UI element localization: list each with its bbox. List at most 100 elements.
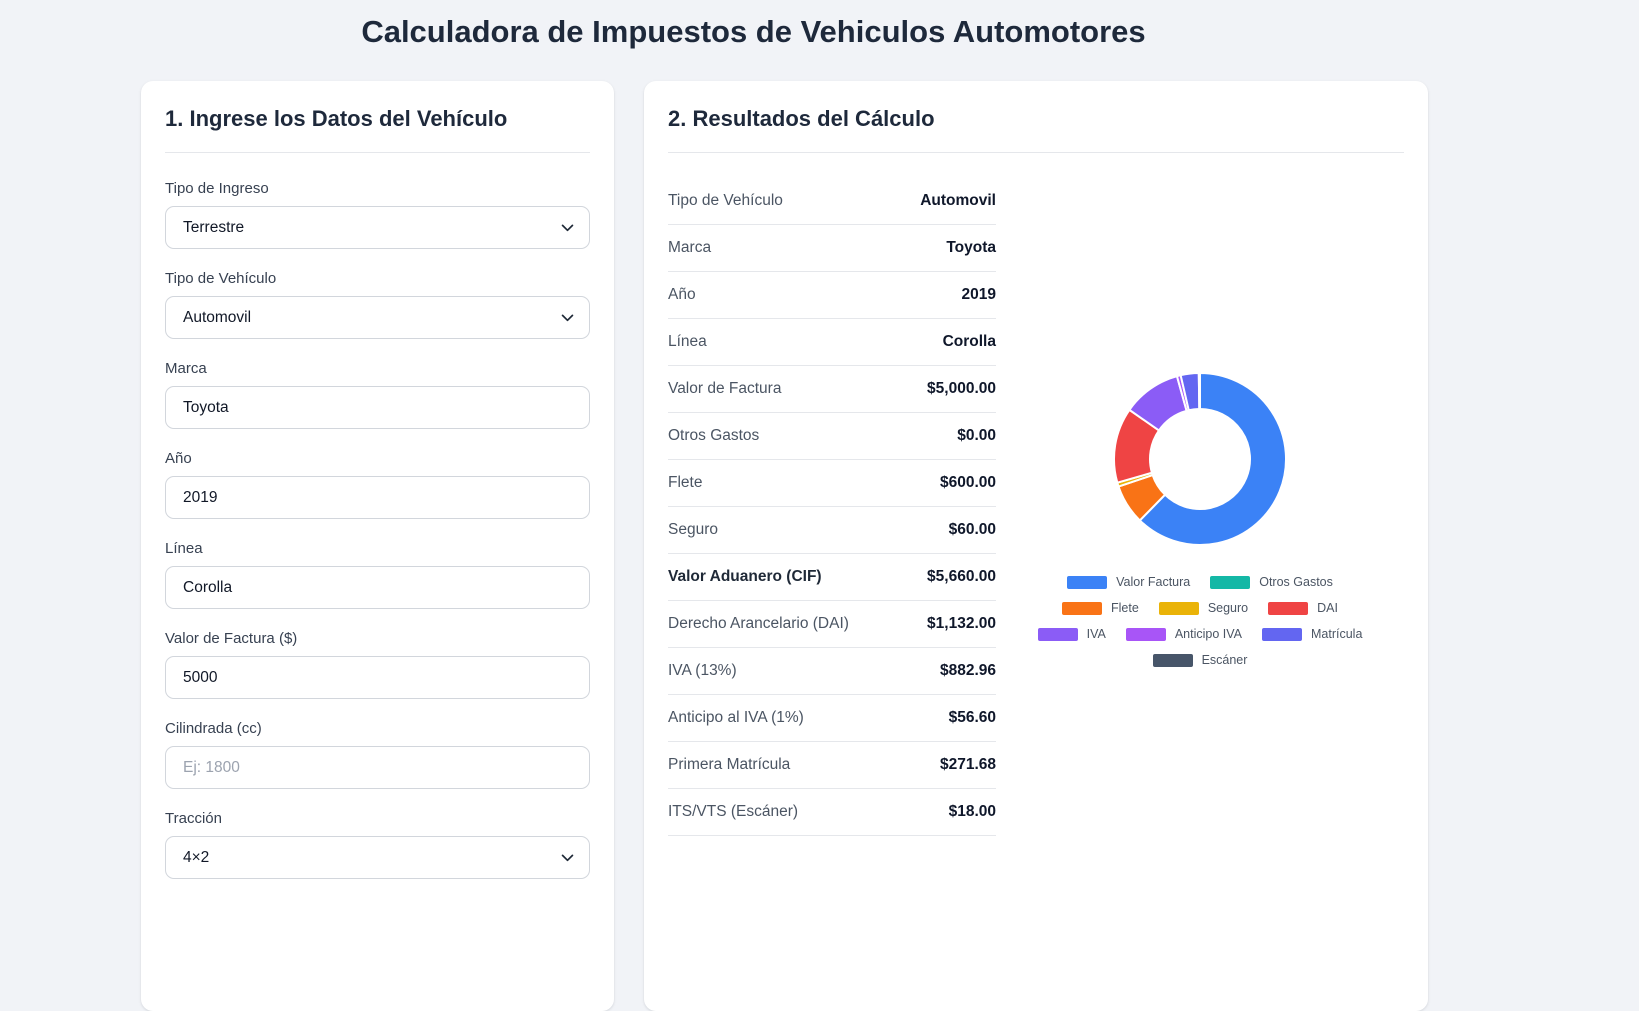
page: Calculadora de Impuestos de Vehiculos Au… — [141, 13, 1428, 1011]
legend-label: Seguro — [1207, 601, 1249, 615]
legend-item-otros-gastos[interactable]: Otros Gastos — [1210, 575, 1333, 590]
result-value: $56.60 — [948, 709, 996, 726]
result-value: Corolla — [942, 333, 996, 350]
results-row-marca: Marca Toyota — [668, 225, 996, 272]
results-row-anticipo-al-iva-1: Anticipo al IVA (1%) $56.60 — [668, 695, 996, 742]
legend-swatch — [1262, 628, 1302, 641]
result-value: $271.68 — [939, 756, 996, 773]
tipo-de-ingreso-select[interactable]: Terrestre — [165, 206, 590, 249]
chart-column: Valor Factura Otros Gastos Flete Seguro DAI I… — [996, 153, 1404, 836]
ano-input[interactable] — [165, 476, 590, 519]
legend-item-escaner[interactable]: Escáner — [1152, 653, 1248, 668]
legend-label: Matrícula — [1311, 627, 1363, 641]
legend-item-matricula[interactable]: Matrícula — [1262, 627, 1362, 642]
field-marca: Marca — [165, 360, 590, 429]
legend-swatch — [1158, 602, 1199, 615]
field-label: Cilindrada (cc) — [165, 720, 262, 737]
calculation-results-card: 2. Resultados del Cálculo Tipo de Vehícu… — [644, 81, 1428, 1011]
result-value: $60.00 — [948, 521, 996, 538]
traccion-select[interactable]: 4×2 — [165, 836, 590, 879]
field-ano: Año — [165, 450, 590, 519]
result-label: Marca — [668, 239, 712, 256]
legend-row: Escáner — [1038, 653, 1363, 668]
vehicle-data-form-card: 1. Ingrese los Datos del Vehículo Tipo d… — [141, 81, 614, 1011]
result-label: Año — [668, 286, 696, 303]
legend-label: Anticipo IVA — [1174, 627, 1242, 641]
results-row-tipo-de-vehiculo: Tipo de Vehículo Automovil — [668, 178, 996, 225]
legend-label: Valor Factura — [1116, 575, 1191, 589]
chevron-down-icon — [561, 224, 574, 232]
field-label: Tracción — [165, 810, 222, 827]
legend-label: IVA — [1086, 627, 1106, 641]
results-row-iva-13: IVA (13%) $882.96 — [668, 648, 996, 695]
result-value: $600.00 — [939, 474, 996, 491]
result-label: Otros Gastos — [668, 427, 760, 444]
result-label: Derecho Arancelario (DAI) — [668, 615, 849, 632]
tipo-de-vehiculo-select[interactable]: Automovil — [165, 296, 590, 339]
select-value: Automovil — [183, 308, 252, 326]
legend-item-valor-factura[interactable]: Valor Factura — [1067, 575, 1190, 590]
results-row-linea: Línea Corolla — [668, 319, 996, 366]
result-label: Primera Matrícula — [668, 756, 791, 773]
field-label: Tipo de Ingreso — [165, 180, 269, 197]
result-value: Automovil — [920, 192, 996, 209]
field-label: Valor de Factura ($) — [165, 630, 298, 647]
results-heading: 2. Resultados del Cálculo — [668, 106, 935, 131]
field-traccion: Tracción 4×2 — [165, 810, 590, 879]
results-row-otros-gastos: Otros Gastos $0.00 — [668, 413, 996, 460]
results-row-primera-matricula: Primera Matrícula $271.68 — [668, 742, 996, 789]
field-label: Tipo de Vehículo — [165, 270, 277, 287]
result-value: 2019 — [961, 286, 996, 303]
cilindrada-cc-input[interactable] — [165, 746, 590, 789]
legend-item-dai[interactable]: DAI — [1268, 601, 1338, 616]
select-value: 4×2 — [183, 848, 210, 866]
results-row-flete: Flete $600.00 — [668, 460, 996, 507]
field-valor-de-factura: Valor de Factura ($) — [165, 630, 590, 699]
chart-legend: Valor Factura Otros Gastos Flete Seguro DAI I… — [1037, 575, 1363, 668]
results-row-seguro: Seguro $60.00 — [668, 507, 996, 554]
result-value: $18.00 — [948, 803, 996, 820]
results-row-valor-de-factura: Valor de Factura $5,000.00 — [668, 366, 996, 413]
legend-swatch — [1067, 576, 1108, 589]
result-value: $5,000.00 — [927, 380, 996, 397]
result-value: $0.00 — [957, 427, 996, 444]
results-row-valor-aduanero-cif: Valor Aduanero (CIF) $5,660.00 — [668, 554, 996, 601]
legend-item-iva[interactable]: IVA — [1037, 627, 1106, 642]
results-row-derecho-arancelario-dai: Derecho Arancelario (DAI) $1,132.00 — [668, 601, 996, 648]
results-row-its-vts-escaner: ITS/VTS (Escáner) $18.00 — [668, 789, 996, 836]
result-label: Línea — [668, 333, 707, 350]
legend-label: Escáner — [1201, 653, 1248, 667]
result-label: IVA (13%) — [668, 662, 737, 679]
result-label: ITS/VTS (Escáner) — [668, 803, 799, 820]
field-tipo-de-vehiculo: Tipo de Vehículo Automovil — [165, 270, 590, 339]
linea-input[interactable] — [165, 566, 590, 609]
result-value: $882.96 — [939, 662, 996, 679]
chevron-down-icon — [561, 314, 574, 322]
valor-de-factura-input[interactable] — [165, 656, 590, 699]
marca-input[interactable] — [165, 386, 590, 429]
donut-slice-valor-factura — [1138, 371, 1287, 546]
form-fields: Tipo de Ingreso Terrestre Tipo de Vehículo… — [165, 180, 590, 879]
legend-item-anticipo-iva[interactable]: Anticipo IVA — [1125, 627, 1242, 642]
legend-item-seguro[interactable]: Seguro — [1158, 601, 1249, 616]
results-body: Tipo de Vehículo Automovil Marca Toyota Año 2… — [668, 153, 1404, 836]
result-label: Valor de Factura — [668, 380, 782, 397]
legend-swatch — [1037, 628, 1078, 641]
page-title: Calculadora de Impuestos de Vehiculos Au… — [361, 14, 1146, 49]
form-heading-divider — [165, 152, 590, 153]
legend-label: Otros Gastos — [1259, 575, 1333, 589]
field-cilindrada-cc: Cilindrada (cc) — [165, 720, 590, 789]
donut-slice-escaner — [1197, 371, 1201, 411]
result-value: $5,660.00 — [927, 568, 996, 585]
results-table: Tipo de Vehículo Automovil Marca Toyota Año 2… — [668, 178, 996, 836]
tax-breakdown-donut-chart — [1113, 371, 1287, 546]
legend-swatch — [1152, 654, 1193, 667]
legend-item-flete[interactable]: Flete — [1062, 601, 1139, 616]
legend-swatch — [1062, 602, 1103, 615]
result-label: Anticipo al IVA (1%) — [668, 709, 804, 726]
result-label: Flete — [668, 474, 703, 491]
field-tipo-de-ingreso: Tipo de Ingreso Terrestre — [165, 180, 590, 249]
result-value: Toyota — [946, 239, 996, 256]
result-label: Valor Aduanero (CIF) — [668, 568, 822, 585]
legend-swatch — [1210, 576, 1251, 589]
